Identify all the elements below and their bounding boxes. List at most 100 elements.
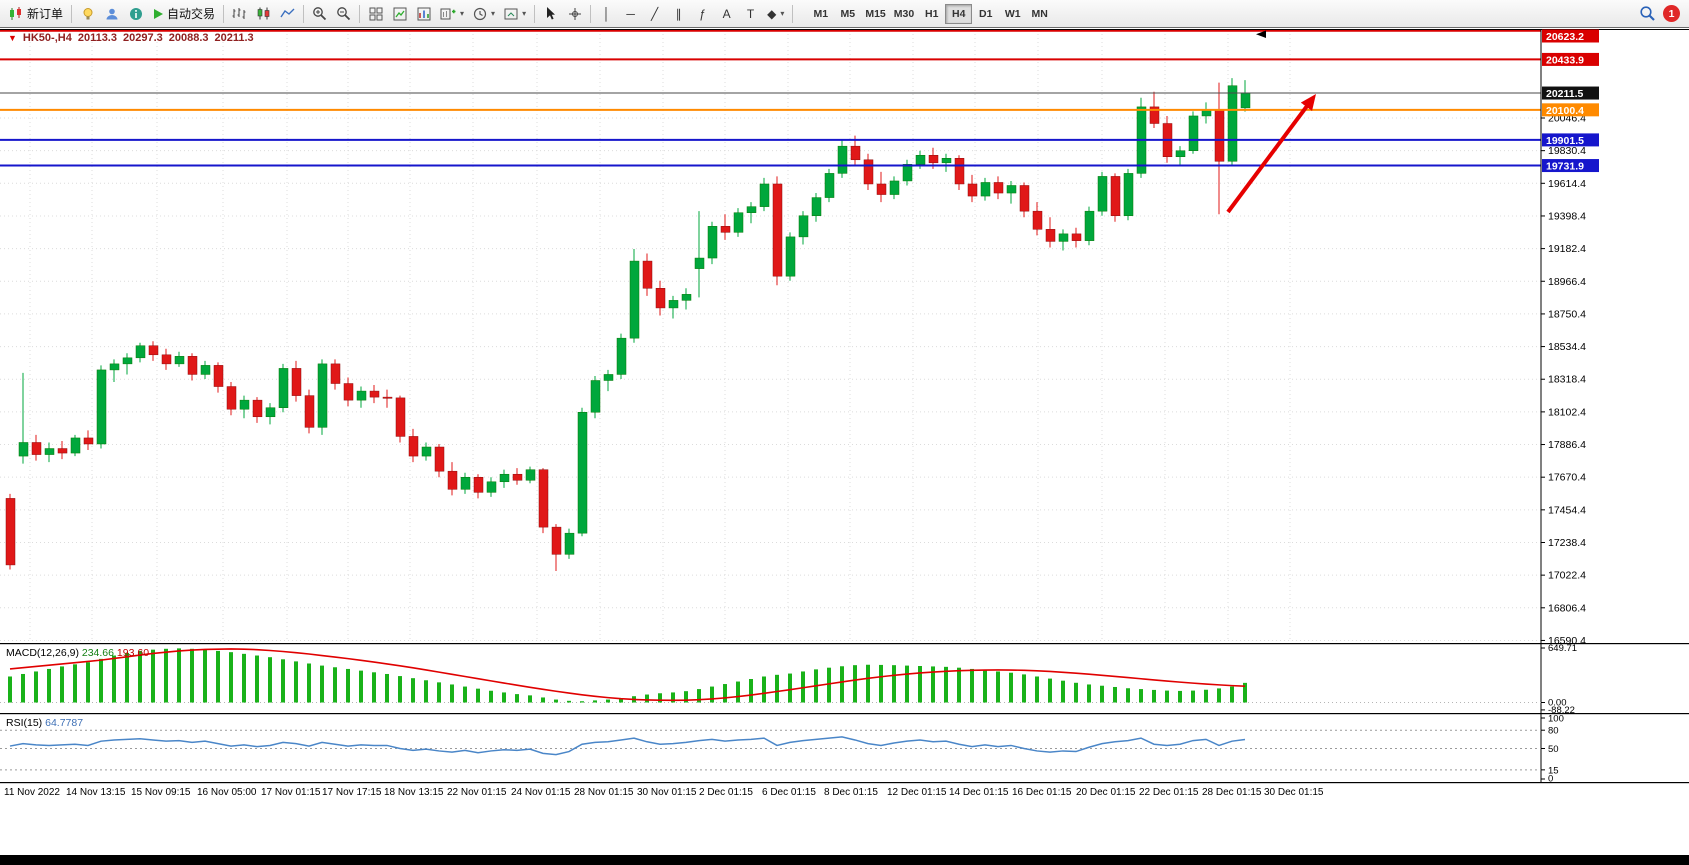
- price-tick-label: 17454.4: [1548, 504, 1586, 516]
- new-order-candles-icon: [8, 6, 24, 21]
- time-axis-label: 28 Nov 01:15: [574, 787, 634, 798]
- crosshair-button[interactable]: [563, 2, 586, 25]
- price-badge: 19731.9: [1542, 159, 1599, 173]
- search-button[interactable]: [1635, 2, 1660, 25]
- profile-button[interactable]: [100, 2, 123, 25]
- time-axis-label: 16 Nov 05:00: [197, 787, 257, 798]
- price-badge: 20211.5: [1542, 86, 1599, 100]
- trendline-icon: ╱: [650, 6, 659, 21]
- bulb-icon: [81, 7, 95, 21]
- bar-chart-button[interactable]: [228, 2, 251, 25]
- toolbar-separator: [534, 4, 536, 23]
- candlestick-chart-button[interactable]: [252, 2, 275, 25]
- price-tick-label: 17886.4: [1548, 439, 1586, 451]
- time-axis-label: 18 Nov 13:15: [384, 787, 444, 798]
- candlesticks[interactable]: [5, 78, 1251, 571]
- autotrading-button[interactable]: 自动交易: [148, 2, 219, 25]
- line-chart-icon: [280, 7, 295, 20]
- zoom-in-button[interactable]: [308, 2, 331, 25]
- timeframe-m1-button[interactable]: M1: [807, 4, 834, 24]
- main-toolbar: 新订单 自动交易 ▾ ▾ ▾ │ ─ ╱ ∥ ƒ A T ◆ ▾ M1 M5 M15 M…: [0, 0, 1689, 28]
- price-tick-label: 17238.4: [1548, 537, 1586, 549]
- bulb-button[interactable]: [76, 2, 99, 25]
- text-tool-button[interactable]: A: [715, 2, 738, 25]
- macd-tick-label: 649.71: [1548, 643, 1577, 654]
- time-axis[interactable]: 11 Nov 2022 14 Nov 13:15 15 Nov 09:15 16 No…: [4, 787, 1324, 798]
- price-badge: 20100.4: [1542, 103, 1599, 117]
- rsi-tick-label: 15: [1548, 765, 1559, 776]
- time-axis-label: 17 Nov 17:15: [322, 787, 382, 798]
- bottom-bar: [0, 855, 1689, 865]
- macd-signal-line: [9, 648, 1246, 702]
- grid: [0, 30, 1541, 642]
- new-order-label: 新订单: [27, 7, 64, 21]
- time-axis-label: 20 Dec 01:15: [1076, 787, 1136, 798]
- vertical-line-icon: │: [602, 6, 611, 21]
- time-axis-label: 14 Nov 13:15: [66, 787, 126, 798]
- timeframe-m15-button[interactable]: M15: [861, 4, 889, 24]
- template-chart-icon: [504, 7, 518, 21]
- price-tick-label: 17670.4: [1548, 472, 1586, 484]
- label-tool-button[interactable]: T: [739, 2, 762, 25]
- dropdown-caret-icon: ▾: [780, 9, 785, 18]
- text-icon: A: [722, 6, 731, 21]
- fibonacci-tool-button[interactable]: ƒ: [691, 2, 714, 25]
- toolbar-separator: [223, 4, 225, 23]
- toolbar-separator: [303, 4, 305, 23]
- timeframe-h1-button[interactable]: H1: [918, 4, 945, 24]
- rsi-tick-label: 100: [1548, 714, 1564, 725]
- price-tick-label: 16806.4: [1548, 602, 1586, 614]
- periods-button[interactable]: ▾: [469, 2, 499, 25]
- new-chart-button[interactable]: ▾: [436, 2, 468, 25]
- time-axis-label: 24 Nov 01:15: [511, 787, 571, 798]
- price-scale[interactable]: 20046.419830.419614.419398.419182.418966…: [1541, 113, 1586, 647]
- price-tick-label: 18966.4: [1548, 276, 1586, 288]
- info-button[interactable]: [124, 2, 147, 25]
- channel-icon: ∥: [675, 6, 682, 21]
- shapes-tool-button[interactable]: ◆ ▾: [763, 2, 788, 25]
- indicators-button[interactable]: [388, 2, 411, 25]
- svg-text:20623.2: 20623.2: [1546, 31, 1584, 43]
- timeframe-m30-button[interactable]: M30: [890, 4, 918, 24]
- channel-tool-button[interactable]: ∥: [667, 2, 690, 25]
- price-tick-label: 19830.4: [1548, 145, 1586, 157]
- line-chart-button[interactable]: [276, 2, 299, 25]
- trendline-tool-button[interactable]: ╱: [643, 2, 666, 25]
- tile-windows-button[interactable]: [364, 2, 387, 25]
- zoom-out-button[interactable]: [332, 2, 355, 25]
- dropdown-caret-icon: ▾: [460, 9, 465, 18]
- label-icon: T: [746, 6, 755, 21]
- price-tick-label: 19182.4: [1548, 243, 1586, 255]
- timeframe-d1-button[interactable]: D1: [972, 4, 999, 24]
- horizontal-line-tool-button[interactable]: ─: [619, 2, 642, 25]
- vertical-line-tool-button[interactable]: │: [595, 2, 618, 25]
- price-tick-label: 19398.4: [1548, 210, 1586, 222]
- price-tick-label: 18534.4: [1548, 341, 1586, 353]
- toolbar-separator: [359, 4, 361, 23]
- macd-tick-label: 0.00: [1548, 698, 1567, 709]
- trend-arrow[interactable]: [1226, 93, 1316, 214]
- price-badge: 19901.5: [1542, 133, 1599, 147]
- cursor-button[interactable]: [539, 2, 562, 25]
- svg-text:19901.5: 19901.5: [1546, 135, 1584, 147]
- svg-text:20100.4: 20100.4: [1546, 105, 1584, 117]
- price-tick-label: 16590.4: [1548, 635, 1586, 647]
- macd-tick-label: -88.22: [1548, 705, 1575, 716]
- timeframe-h4-button[interactable]: H4: [945, 3, 973, 24]
- play-icon: [152, 8, 164, 20]
- time-axis-label: 12 Dec 01:15: [887, 787, 947, 798]
- time-axis-label: 22 Dec 01:15: [1139, 787, 1199, 798]
- timeframe-m5-button[interactable]: M5: [834, 4, 861, 24]
- svg-text:20433.9: 20433.9: [1546, 54, 1584, 66]
- timeframe-mn-button[interactable]: MN: [1026, 4, 1053, 24]
- timeframe-w1-button[interactable]: W1: [999, 4, 1026, 24]
- time-axis-label: 28 Dec 01:15: [1202, 787, 1262, 798]
- rsi-tick-label: 80: [1548, 726, 1559, 737]
- notification-badge[interactable]: 1: [1663, 5, 1680, 22]
- templates-button[interactable]: ▾: [500, 2, 530, 25]
- new-order-button[interactable]: 新订单: [4, 2, 67, 25]
- time-axis-label: 11 Nov 2022: [4, 787, 60, 798]
- ohlc-bars-icon: [232, 7, 247, 20]
- chart-canvas[interactable]: 20046.419830.419614.419398.419182.418966…: [0, 29, 1689, 802]
- history-button[interactable]: [412, 2, 435, 25]
